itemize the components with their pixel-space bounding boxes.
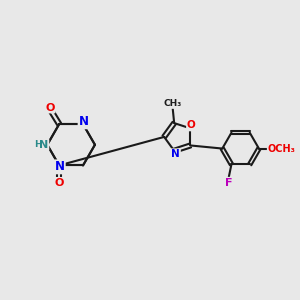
Text: N: N — [79, 115, 88, 128]
Text: O: O — [45, 103, 55, 112]
Text: H: H — [34, 140, 42, 149]
Text: N: N — [55, 160, 65, 173]
Text: OCH₃: OCH₃ — [268, 143, 296, 154]
Text: O: O — [187, 121, 196, 130]
Text: N: N — [171, 149, 180, 159]
Text: CH₃: CH₃ — [164, 99, 182, 108]
Text: N: N — [39, 140, 48, 150]
Text: O: O — [55, 178, 64, 188]
Text: F: F — [225, 178, 232, 188]
